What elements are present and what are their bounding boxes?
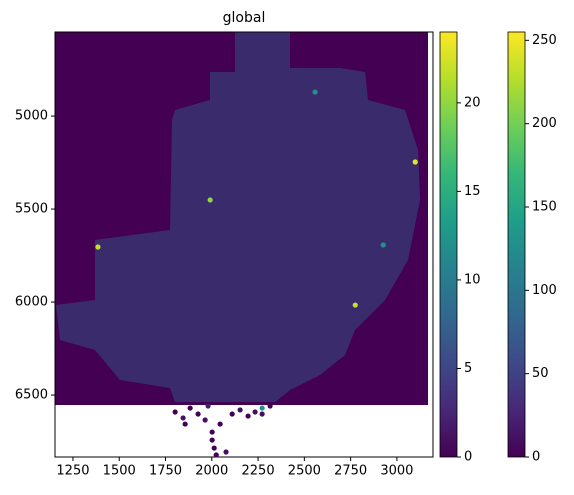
x-tick-label: 2250: [242, 464, 275, 479]
colorbar: [507, 31, 526, 458]
point: [202, 417, 208, 423]
colorbar-tick-label: 5: [464, 361, 472, 376]
x-tick-label: 1250: [56, 464, 89, 479]
point: [380, 242, 386, 248]
chart-title: global: [223, 10, 266, 26]
y-tick-label: 6000: [15, 295, 48, 310]
point: [259, 405, 265, 411]
point: [259, 411, 265, 417]
point: [209, 437, 215, 443]
y-tick-label: 5500: [15, 202, 48, 217]
point: [223, 449, 229, 455]
colorbar-tick-label: 50: [532, 366, 549, 381]
point: [187, 405, 193, 411]
y-tick-label: 5000: [15, 109, 48, 124]
point: [252, 409, 258, 415]
point: [312, 89, 318, 95]
point: [213, 452, 219, 458]
colorbar-tick-label: 100: [532, 283, 557, 298]
point: [217, 421, 223, 427]
colorbar-tick-label: 0: [532, 450, 540, 465]
axes-frame: [54, 31, 434, 458]
colorbar-tick-label: 10: [464, 272, 481, 287]
point: [195, 411, 201, 417]
point: [205, 403, 211, 409]
x-tick-label: 2000: [195, 464, 228, 479]
point: [245, 413, 251, 419]
colorbar-tick-label: 0: [464, 450, 472, 465]
tissue-region: [56, 32, 420, 402]
y-tick-label: 6500: [15, 388, 48, 403]
point: [211, 445, 217, 451]
x-tick-label: 2750: [334, 464, 367, 479]
point: [95, 244, 101, 250]
x-tick-label: 2500: [288, 464, 321, 479]
point: [267, 403, 273, 409]
point: [207, 197, 213, 203]
x-tick-label: 1750: [149, 464, 182, 479]
point: [352, 302, 358, 308]
point: [209, 429, 215, 435]
colorbar: [439, 31, 458, 458]
colorbar-tick-label: 15: [464, 184, 481, 199]
point: [182, 421, 188, 427]
colorbar-tick-label: 20: [464, 95, 481, 110]
point: [172, 409, 178, 415]
colorbar-tick-label: 250: [532, 33, 557, 48]
x-tick-label: 1500: [103, 464, 136, 479]
point: [180, 415, 186, 421]
point: [237, 407, 243, 413]
point: [229, 411, 235, 417]
point: [412, 159, 418, 165]
colorbar-tick-label: 200: [532, 116, 557, 131]
colorbar-tick-label: 150: [532, 200, 557, 215]
x-tick-label: 3000: [380, 464, 413, 479]
